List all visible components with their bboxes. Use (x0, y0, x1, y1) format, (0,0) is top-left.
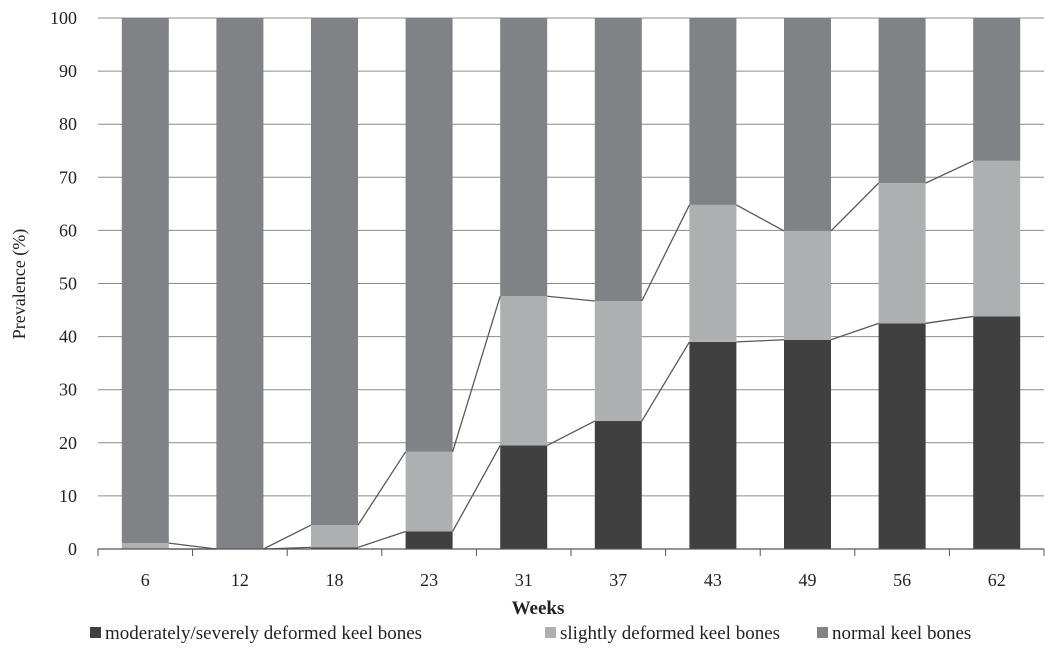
legend-swatch (90, 627, 101, 638)
series-connector (547, 295, 595, 302)
y-tick-label: 20 (59, 433, 77, 453)
y-tick-label: 0 (68, 539, 77, 559)
y-tick-label: 80 (59, 114, 77, 134)
legend-label: moderately/severely deformed keel bones (105, 623, 422, 644)
bar-segment (311, 547, 358, 549)
axes (97, 548, 1045, 556)
bar-segment (973, 316, 1021, 549)
series-connector (546, 420, 596, 447)
bar-segment (973, 160, 1021, 317)
bar-segment (784, 230, 831, 340)
series-connector (451, 296, 501, 453)
bar-segment (500, 18, 548, 297)
bar-segment (973, 18, 1021, 161)
legend: moderately/severely deformed keel bones s… (90, 623, 971, 644)
x-tick-label: 18 (326, 570, 344, 590)
series-connector (830, 322, 879, 341)
y-tick-label: 90 (59, 61, 77, 81)
y-tick-label: 10 (59, 486, 77, 506)
y-tick-label: 50 (59, 274, 77, 294)
x-tick-label: 43 (704, 570, 722, 590)
y-tick-label: 100 (50, 8, 77, 28)
x-tick-label: 37 (609, 570, 627, 590)
bar-segment (784, 339, 831, 549)
bar-segment (594, 301, 642, 422)
x-tick-label: 12 (231, 570, 249, 590)
series-connector (736, 204, 785, 232)
bar-segment (878, 323, 926, 549)
x-tick-label: 62 (988, 570, 1006, 590)
legend-label: normal keel bones (832, 623, 971, 644)
legend-swatch (545, 627, 556, 638)
bar-segment (689, 204, 737, 342)
y-axis-title: Prevalence (%) (9, 229, 30, 339)
y-tick-label: 30 (59, 380, 77, 400)
series-connector (263, 524, 312, 550)
x-tick-label: 6 (141, 570, 150, 590)
bars (121, 18, 1021, 549)
legend-label: slightly deformed keel bones (560, 623, 780, 644)
bar-segment (311, 18, 358, 526)
bar-segment (405, 531, 453, 549)
bar-segment (500, 296, 548, 446)
series-connector (357, 451, 407, 526)
bar-segment (500, 445, 548, 549)
series-connector (925, 315, 974, 324)
tick-labels: 0 10 20 30 40 50 60 70 80 90 100 6 12 18 23 31 37 43 49 56 6… (50, 8, 1006, 590)
bar-segment (121, 18, 169, 544)
series-connector (925, 160, 974, 184)
bar-segment (311, 525, 358, 548)
bar-segment (405, 451, 453, 532)
x-tick-label: 56 (893, 570, 911, 590)
series-connector (357, 530, 406, 549)
x-tick-label: 49 (799, 570, 817, 590)
bar-segment (878, 183, 926, 324)
bar-segment (594, 421, 642, 549)
x-axis-title: Weeks (512, 598, 565, 619)
y-tick-label: 60 (59, 220, 77, 240)
x-tick-label: 31 (515, 570, 533, 590)
bar-segment (121, 543, 169, 549)
series-connector (736, 339, 785, 343)
bar-segment (784, 18, 831, 231)
series-connector (641, 341, 690, 422)
legend-swatch (817, 627, 828, 638)
y-tick-label: 40 (59, 327, 77, 347)
bar-segment (405, 18, 453, 452)
bar-segment (689, 341, 737, 549)
series-connector (168, 542, 217, 550)
bar-segment (689, 18, 737, 205)
series-connector (452, 445, 501, 532)
bar-segment (594, 18, 642, 302)
y-tick-label: 70 (59, 167, 77, 187)
bar-segment (878, 18, 926, 184)
series-connector-lines (168, 160, 974, 550)
x-tick-label: 23 (420, 570, 438, 590)
series-connector (830, 182, 880, 232)
series-connector (641, 204, 690, 302)
bar-segment (216, 18, 264, 549)
